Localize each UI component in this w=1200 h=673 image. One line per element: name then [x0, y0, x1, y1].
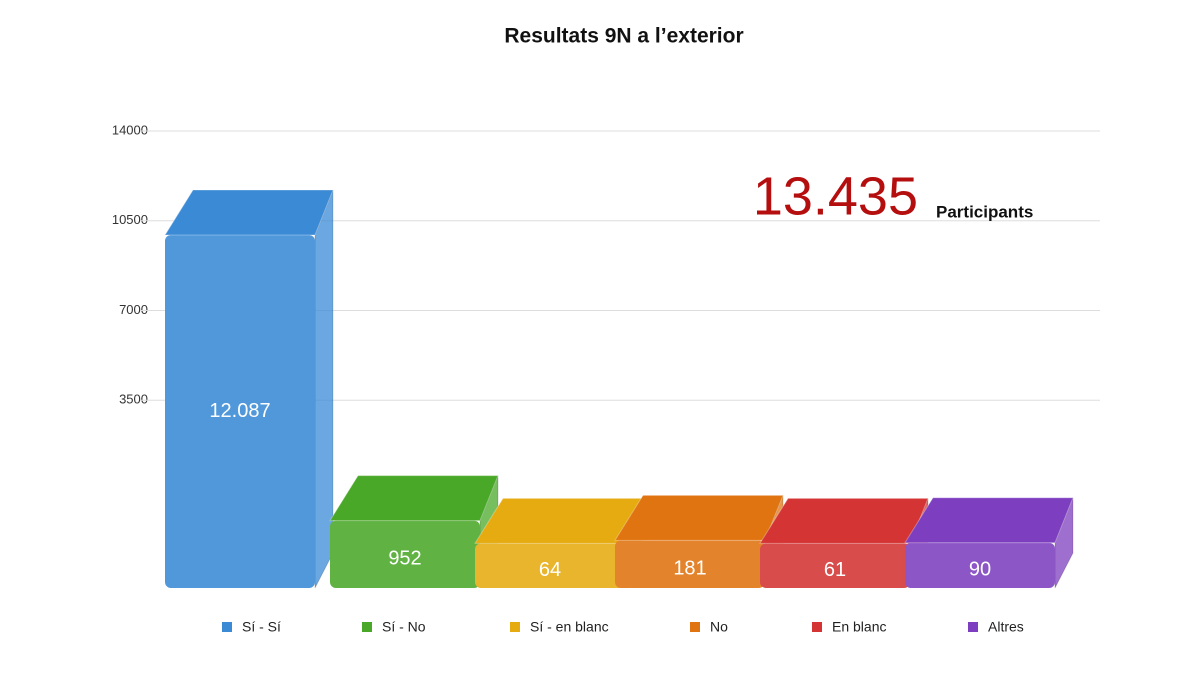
legend-label: Sí - No	[382, 619, 426, 635]
bar	[475, 543, 625, 588]
legend-label: Sí - en blanc	[530, 619, 609, 635]
bar-top	[904, 497, 1074, 544]
y-tick-label: 10500	[112, 212, 148, 227]
bar-top	[164, 189, 334, 236]
bar-shine	[905, 542, 1055, 588]
value-label: 64	[539, 559, 561, 581]
bar-shine	[615, 540, 765, 588]
bar-top	[329, 475, 499, 522]
legend-swatch	[362, 622, 372, 632]
legend-label: En blanc	[832, 619, 886, 635]
bar-top	[759, 497, 929, 544]
y-tick-label: 3500	[119, 392, 148, 407]
bar	[615, 540, 765, 588]
y-tick-label: 14000	[112, 122, 148, 137]
bar	[760, 543, 910, 588]
value-label: 952	[388, 548, 421, 570]
legend-swatch	[968, 622, 978, 632]
legend-label: No	[710, 619, 728, 635]
legend-swatch	[510, 622, 520, 632]
total-annotation: 13.435	[753, 166, 918, 226]
legend-swatch	[812, 622, 822, 632]
legend-swatch	[222, 622, 232, 632]
y-tick-label: 7000	[119, 302, 148, 317]
total-caption: Participants	[936, 202, 1033, 221]
bar-top	[614, 494, 784, 541]
value-label: 181	[673, 557, 706, 579]
bar-shine	[165, 235, 315, 588]
chart-title: Resultats 9N a l’exterior	[504, 25, 743, 48]
legend-label: Sí - Sí	[242, 619, 281, 635]
legend-swatch	[690, 622, 700, 632]
bar	[905, 542, 1055, 588]
value-label: 12.087	[209, 400, 270, 422]
value-label: 90	[969, 559, 991, 581]
legend-label: Altres	[988, 619, 1024, 635]
value-label: 61	[824, 559, 846, 581]
bar-shine	[330, 520, 480, 588]
bar-shine	[475, 543, 625, 588]
bar	[165, 235, 315, 588]
bar	[330, 520, 480, 588]
bar-shine	[760, 543, 910, 588]
